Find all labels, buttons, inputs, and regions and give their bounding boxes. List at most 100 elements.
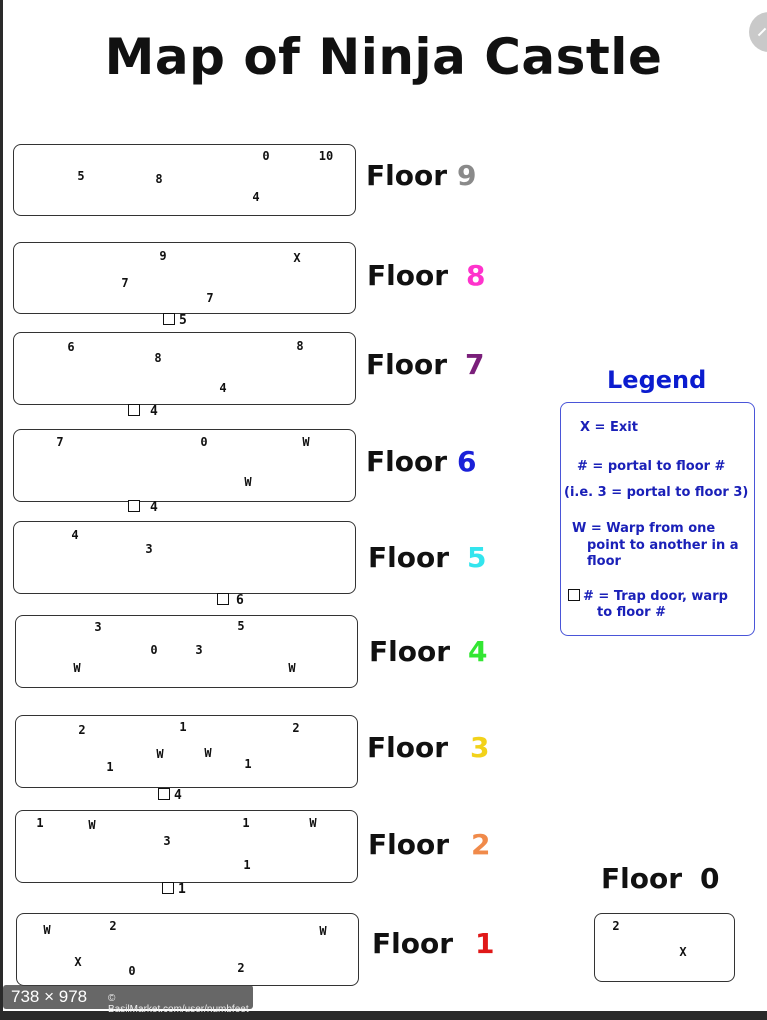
marker: W	[288, 661, 296, 675]
trap-door-target: 1	[178, 882, 186, 897]
floor-5-label: Floor 5	[368, 541, 487, 574]
floor-number: 2	[471, 828, 491, 861]
floor-7-map: 6 8 8 4	[13, 332, 356, 405]
trap-door-target: 4	[174, 788, 182, 803]
marker: 2	[237, 961, 245, 975]
marker: W	[156, 747, 164, 761]
marker: 3	[195, 643, 203, 657]
floor-9-label: Floor 9	[366, 159, 477, 192]
floor-5-map: 4 3	[13, 521, 356, 594]
marker: 7	[56, 435, 64, 449]
marker: W	[302, 435, 310, 449]
marker: X	[293, 251, 301, 265]
floor-0-label: Floor 0	[601, 862, 720, 895]
trap-door-floor-6: 4	[128, 500, 158, 515]
floor-word: Floor	[366, 159, 448, 192]
floor-8-map: 9 X 7 7	[13, 242, 356, 314]
marker: 1	[106, 760, 114, 774]
trap-door-icon	[568, 589, 580, 601]
floor-word: Floor	[601, 862, 683, 895]
marker: 1	[179, 720, 187, 734]
trap-door-icon	[128, 500, 140, 512]
floor-word: Floor	[367, 259, 449, 292]
trap-door-floor-8: 5	[163, 313, 187, 328]
trap-door-target: 4	[150, 404, 158, 419]
trap-door-icon	[162, 882, 174, 894]
floor-8-label: Floor 8	[367, 259, 486, 292]
trap-door-icon	[128, 404, 140, 416]
floor-2-label: Floor 2	[368, 828, 491, 861]
floor-number: 5	[467, 541, 487, 574]
marker: 0	[150, 643, 158, 657]
zoom-icon[interactable]	[749, 12, 767, 52]
floor-1-map: W 2 W X 0 2	[16, 913, 359, 986]
floor-number: 3	[470, 731, 490, 764]
marker: 4	[252, 190, 260, 204]
floor-number: 4	[468, 635, 488, 668]
floor-4-map: 3 5 0 3 W W	[15, 615, 358, 688]
image-size-text: 738 × 978	[11, 987, 88, 1006]
floor-6-label: Floor 6	[366, 445, 477, 478]
marker: 7	[121, 276, 129, 290]
marker: X	[679, 945, 687, 959]
marker: 0	[128, 964, 136, 978]
trap-door-icon	[217, 593, 229, 605]
floor-1-label: Floor 1	[372, 927, 495, 960]
marker: 10	[318, 149, 334, 163]
marker: W	[43, 923, 51, 937]
marker: 8	[155, 172, 163, 186]
floor-6-map: 7 0 W W	[13, 429, 356, 502]
floor-7-label: Floor 7	[366, 348, 485, 381]
marker: W	[309, 816, 317, 830]
legend-trap-door-text: # = Trap door, warp	[583, 589, 728, 604]
trap-door-floor-2: 1	[162, 882, 186, 897]
marker: 3	[145, 542, 153, 556]
legend-exit: X = Exit	[580, 420, 638, 435]
trap-door-icon	[158, 788, 170, 800]
floor-number: 7	[465, 348, 485, 381]
marker: 4	[219, 381, 227, 395]
floor-word: Floor	[366, 348, 448, 381]
floor-3-label: Floor 3	[367, 731, 490, 764]
trap-door-target: 4	[150, 500, 158, 515]
legend-warp-line2: point to another in a	[587, 538, 739, 553]
floor-3-map: 2 1 2 W W 1 1	[15, 715, 358, 788]
legend-trap-door: # = Trap door, warp	[568, 589, 728, 605]
marker: 8	[296, 339, 304, 353]
marker: 9	[159, 249, 167, 263]
marker: 3	[94, 620, 102, 634]
marker: 6	[67, 340, 75, 354]
floor-word: Floor	[368, 541, 450, 574]
legend-trap-door-line2: to floor #	[597, 605, 666, 620]
marker: 1	[242, 816, 250, 830]
legend-portal-example: (i.e. 3 = portal to floor 3)	[564, 485, 749, 500]
marker: 3	[163, 834, 171, 848]
legend-box: X = Exit # = portal to floor # (i.e. 3 =…	[560, 402, 755, 636]
floor-word: Floor	[368, 828, 450, 861]
page-title: Map of Ninja Castle	[104, 28, 663, 86]
marker: 2	[78, 723, 86, 737]
trap-door-target: 5	[179, 313, 187, 328]
marker: W	[319, 924, 327, 938]
floor-4-label: Floor 4	[369, 635, 488, 668]
marker: 2	[292, 721, 300, 735]
marker: 1	[243, 858, 251, 872]
legend-portal: # = portal to floor #	[577, 459, 726, 474]
legend-warp-line3: floor	[587, 554, 621, 569]
marker: 1	[36, 816, 44, 830]
floor-number: 1	[475, 927, 495, 960]
image-size-badge: 738 × 978 © BasilMarket.com/user/numbfee…	[3, 985, 253, 1015]
trap-door-floor-3: 4	[158, 788, 182, 803]
trap-door-floor-5: 6	[217, 593, 244, 608]
marker: X	[74, 955, 82, 969]
marker: 7	[206, 291, 214, 305]
trap-door-target: 6	[236, 593, 244, 608]
floor-2-map: 1 W 1 W 3 1	[15, 810, 358, 883]
marker: 5	[237, 619, 245, 633]
marker: 2	[612, 919, 620, 933]
floor-word: Floor	[372, 927, 454, 960]
marker: W	[244, 475, 252, 489]
trap-door-icon	[163, 313, 175, 325]
marker: 5	[77, 169, 85, 183]
floor-word: Floor	[366, 445, 448, 478]
